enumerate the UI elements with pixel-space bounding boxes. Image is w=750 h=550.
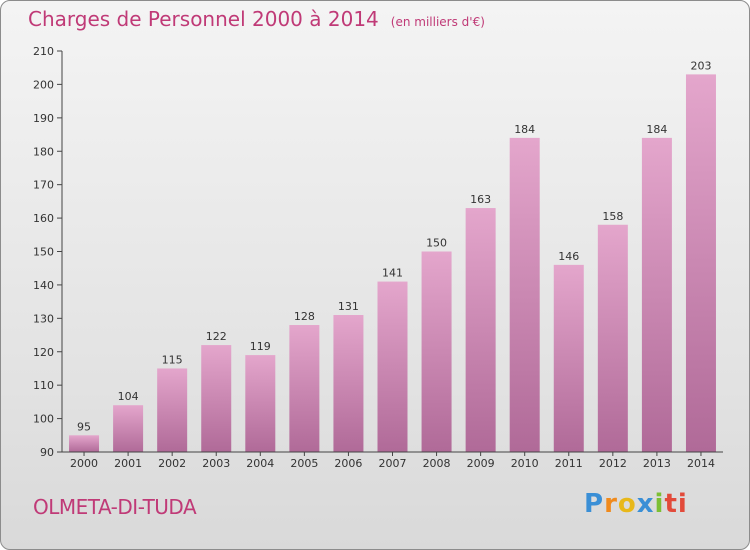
data-label-2013: 184 bbox=[646, 123, 667, 136]
data-label-2007: 141 bbox=[382, 267, 403, 280]
bar-2001 bbox=[113, 405, 144, 452]
x-tick-label-2002: 2002 bbox=[158, 457, 186, 470]
logo-letter: ti bbox=[664, 489, 688, 519]
data-label-2002: 115 bbox=[162, 353, 183, 366]
y-tick-label: 120 bbox=[33, 346, 54, 359]
bar-2000 bbox=[69, 435, 100, 452]
data-label-2009: 163 bbox=[470, 193, 491, 206]
x-tick-label-2007: 2007 bbox=[379, 457, 407, 470]
y-tick-label: 110 bbox=[33, 379, 54, 392]
bar-2003 bbox=[201, 345, 232, 452]
x-tick-label-2009: 2009 bbox=[467, 457, 495, 470]
data-label-2000: 95 bbox=[77, 420, 91, 433]
y-tick-label: 190 bbox=[33, 112, 54, 125]
commune-name: OLMETA-DI-TUDA bbox=[33, 495, 197, 519]
y-tick-label: 160 bbox=[33, 212, 54, 225]
bar-2009 bbox=[465, 208, 496, 452]
y-tick-label: 200 bbox=[33, 78, 54, 91]
x-tick-label-2006: 2006 bbox=[334, 457, 362, 470]
x-tick-label-2004: 2004 bbox=[246, 457, 274, 470]
x-tick-label-2000: 2000 bbox=[70, 457, 98, 470]
x-tick-label-2003: 2003 bbox=[202, 457, 230, 470]
data-label-2014: 203 bbox=[690, 59, 711, 72]
y-tick-label: 170 bbox=[33, 179, 54, 192]
data-label-2010: 184 bbox=[514, 123, 535, 136]
bar-2013 bbox=[641, 137, 672, 452]
y-tick-label: 150 bbox=[33, 246, 54, 259]
bar-2011 bbox=[553, 264, 584, 452]
x-tick-label-2011: 2011 bbox=[555, 457, 583, 470]
data-label-2004: 119 bbox=[250, 340, 271, 353]
data-label-2006: 131 bbox=[338, 300, 359, 313]
logo-letter: o bbox=[617, 489, 637, 519]
data-label-2008: 150 bbox=[426, 237, 447, 250]
bar-2004 bbox=[245, 355, 276, 452]
bar-2006 bbox=[333, 314, 364, 452]
y-axis: 90 100 110 120 130 140 150 160 170 180 190 200 210 bbox=[33, 45, 63, 459]
x-tick-label-2012: 2012 bbox=[599, 457, 627, 470]
data-label-2011: 146 bbox=[558, 250, 579, 263]
x-axis: 2000 2001 2002 2003 2004 2005 2006 2007 2008 2009… bbox=[62, 451, 723, 470]
x-tick-label-2001: 2001 bbox=[114, 457, 142, 470]
bar-2008 bbox=[421, 251, 452, 452]
bar-2002 bbox=[157, 368, 188, 452]
y-tick-label: 100 bbox=[33, 413, 54, 426]
data-label-2001: 104 bbox=[118, 390, 139, 403]
x-tick-label-2013: 2013 bbox=[643, 457, 671, 470]
y-tick-label: 210 bbox=[33, 45, 54, 58]
proxiti-logo: Proxiti bbox=[584, 489, 688, 519]
y-tick-label: 180 bbox=[33, 145, 54, 158]
y-tick-label: 140 bbox=[33, 279, 54, 292]
bar-2012 bbox=[597, 224, 628, 452]
logo-letter: i bbox=[654, 489, 665, 519]
bar-2007 bbox=[377, 281, 408, 452]
logo-letter: P bbox=[584, 489, 605, 519]
chart-subtitle: (en milliers d'€) bbox=[390, 15, 485, 29]
x-tick-label-2008: 2008 bbox=[423, 457, 451, 470]
data-label-2003: 122 bbox=[206, 330, 227, 343]
bar-2010 bbox=[509, 137, 540, 452]
x-tick-label-2010: 2010 bbox=[511, 457, 539, 470]
bar-2014 bbox=[685, 74, 716, 453]
chart-title: Charges de Personnel 2000 à 2014 (en mill… bbox=[28, 7, 485, 31]
logo-letter: r bbox=[604, 489, 618, 519]
data-label-2012: 158 bbox=[602, 210, 623, 223]
title-text: Charges de Personnel 2000 à 2014 bbox=[28, 7, 379, 31]
x-tick-label-2014: 2014 bbox=[687, 457, 715, 470]
bar-2005 bbox=[289, 325, 320, 452]
y-tick-label: 90 bbox=[40, 446, 54, 459]
bars-group: 95 104 115 122 119 128 131 141 150 163 184 146 158 18… bbox=[69, 59, 716, 453]
x-tick-label-2005: 2005 bbox=[290, 457, 318, 470]
y-tick-label: 130 bbox=[33, 312, 54, 325]
logo-letter: x bbox=[636, 489, 655, 519]
data-label-2005: 128 bbox=[294, 310, 315, 323]
